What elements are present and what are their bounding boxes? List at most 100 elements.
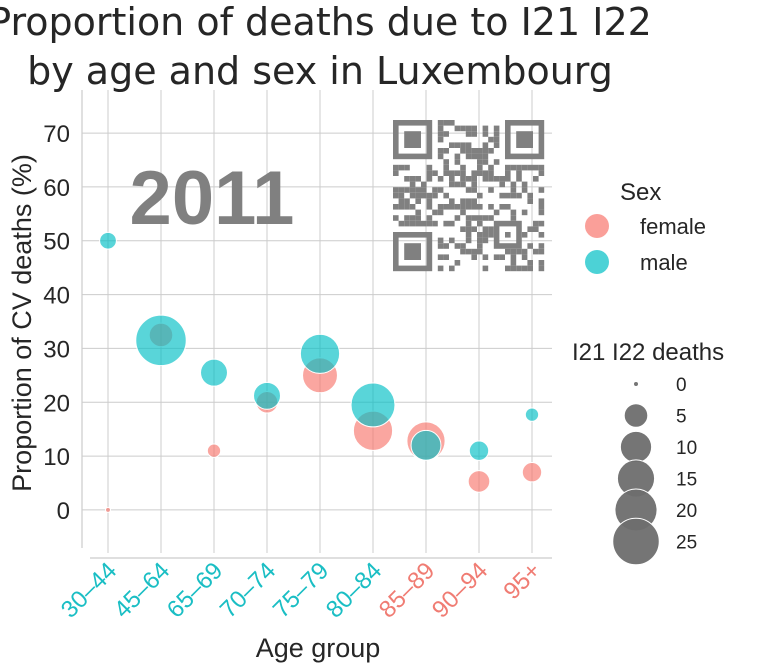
qr-module bbox=[488, 136, 494, 143]
point-female bbox=[467, 470, 491, 493]
qr-module bbox=[443, 159, 449, 165]
qr-module bbox=[409, 176, 416, 182]
x-tick-label: 95+ bbox=[498, 557, 546, 605]
qr-module bbox=[443, 131, 449, 137]
legend-marker-male bbox=[585, 250, 609, 274]
qr-code bbox=[392, 120, 545, 272]
qr-module bbox=[460, 198, 466, 204]
qr-module bbox=[482, 153, 489, 160]
qr-module bbox=[493, 176, 500, 182]
qr-module bbox=[404, 164, 410, 171]
qr-module bbox=[510, 192, 517, 199]
qr-module bbox=[527, 198, 533, 204]
qr-module bbox=[393, 215, 399, 221]
qr-finder-outer bbox=[392, 120, 433, 160]
x-tick-label: 30–44 bbox=[56, 557, 122, 623]
qr-module bbox=[426, 198, 433, 204]
qr-module bbox=[454, 125, 461, 132]
qr-module bbox=[437, 237, 444, 244]
point-male bbox=[299, 333, 341, 374]
qr-module bbox=[415, 209, 421, 216]
qr-module bbox=[432, 209, 438, 216]
qr-module bbox=[471, 170, 477, 176]
qr-module bbox=[493, 125, 500, 132]
x-tick-label: 80–84 bbox=[321, 557, 387, 623]
qr-module bbox=[432, 187, 438, 193]
qr-module bbox=[488, 215, 494, 221]
qr-module bbox=[488, 148, 494, 154]
qr-module bbox=[426, 164, 433, 171]
qr-module bbox=[521, 265, 528, 272]
qr-module bbox=[505, 248, 511, 255]
qr-module bbox=[538, 170, 545, 176]
qr-module bbox=[471, 181, 477, 188]
point-male bbox=[410, 429, 442, 461]
qr-module bbox=[460, 148, 466, 154]
qr-module bbox=[516, 176, 522, 182]
qr-module bbox=[477, 192, 483, 199]
point-male bbox=[468, 440, 490, 461]
qr-module bbox=[404, 176, 410, 182]
qr-finder-inner bbox=[404, 131, 421, 148]
qr-module bbox=[505, 192, 511, 199]
legend-size-label: 20 bbox=[676, 501, 697, 522]
qr-module bbox=[437, 243, 444, 249]
qr-module bbox=[488, 187, 494, 193]
qr-module bbox=[409, 181, 416, 188]
qr-module bbox=[482, 176, 489, 182]
qr-module bbox=[488, 164, 494, 171]
qr-module bbox=[516, 164, 522, 171]
qr-module bbox=[432, 220, 438, 227]
y-tick-label: 30 bbox=[43, 336, 70, 363]
qr-module bbox=[510, 254, 517, 260]
qr-module bbox=[471, 254, 477, 260]
qr-module bbox=[426, 170, 433, 176]
qr-finder-inner bbox=[516, 131, 533, 148]
qr-module bbox=[460, 181, 466, 188]
qr-module bbox=[538, 204, 545, 210]
qr-module bbox=[415, 198, 421, 204]
legend-hue-title: Sex bbox=[620, 179, 661, 206]
qr-module bbox=[488, 226, 494, 232]
tick-labels: 0 10 20 30 40 50 60 70 30–4445–6465–6970–7475–79… bbox=[43, 121, 546, 623]
qr-module bbox=[398, 187, 405, 193]
qr-module bbox=[477, 153, 483, 160]
qr-module bbox=[521, 164, 528, 171]
legend-size-entries: 0 5 10 15 20 25 bbox=[612, 375, 697, 566]
qr-module bbox=[443, 164, 449, 171]
qr-module bbox=[460, 176, 466, 182]
qr-module bbox=[437, 209, 444, 216]
qr-module bbox=[460, 170, 466, 176]
qr-module bbox=[393, 187, 399, 193]
legend-label-female: female bbox=[640, 214, 706, 239]
qr-module bbox=[533, 164, 539, 171]
legend-label-male: male bbox=[640, 250, 688, 275]
qr-module bbox=[538, 260, 545, 266]
qr-module bbox=[432, 192, 438, 199]
qr-module bbox=[454, 204, 461, 210]
qr-module bbox=[527, 192, 533, 199]
legend-size-label: 10 bbox=[676, 438, 697, 459]
legend-size-label: 15 bbox=[676, 470, 697, 491]
qr-module bbox=[449, 204, 455, 210]
qr-module bbox=[443, 192, 449, 199]
qr-module bbox=[465, 237, 472, 244]
legend-size-marker bbox=[619, 430, 653, 464]
qr-module bbox=[398, 198, 405, 204]
qr-module bbox=[538, 248, 545, 255]
qr-module bbox=[482, 226, 489, 232]
data-points bbox=[99, 231, 543, 513]
qr-module bbox=[477, 204, 483, 210]
qr-module bbox=[437, 265, 444, 272]
qr-module bbox=[521, 187, 528, 193]
qr-module bbox=[499, 254, 505, 260]
qr-module bbox=[432, 170, 438, 176]
qr-module bbox=[482, 215, 489, 221]
qr-module bbox=[471, 176, 477, 182]
qr-module bbox=[443, 243, 449, 249]
qr-module bbox=[510, 164, 517, 171]
qr-module bbox=[527, 226, 533, 232]
y-tick-label: 70 bbox=[43, 121, 70, 148]
qr-module bbox=[477, 159, 483, 165]
gridlines bbox=[82, 90, 552, 553]
